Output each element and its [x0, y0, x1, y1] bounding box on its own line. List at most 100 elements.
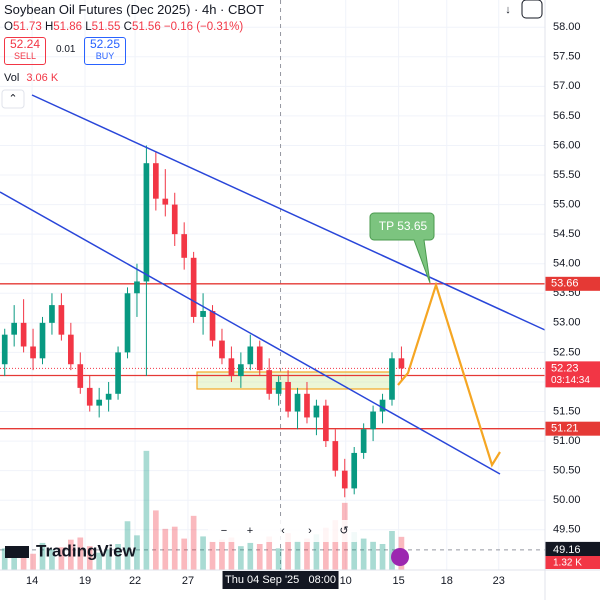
down-icon[interactable]: ↓	[505, 4, 511, 16]
crosshair-time-label: Thu 04 Sep '25 08:00	[225, 574, 336, 586]
candle-body	[200, 311, 206, 317]
candle-body	[266, 370, 273, 394]
zoom-out[interactable]: −	[221, 525, 227, 537]
x-tick-label: 19	[79, 575, 91, 587]
candle-body	[238, 364, 244, 377]
y-tick-label: 58.00	[553, 21, 581, 33]
y-tick-label: 50.00	[553, 494, 581, 506]
volume-tag	[545, 556, 600, 569]
trend-line	[31, 94, 546, 331]
scroll-right[interactable]: ›	[308, 525, 312, 537]
maximize-button[interactable]	[521, 0, 543, 19]
tp-callout	[369, 212, 435, 284]
volume-bar	[389, 531, 395, 570]
current-price-tag	[545, 361, 600, 388]
candle-body	[341, 470, 348, 489]
volume-bar	[285, 533, 291, 570]
y-tick-label: 52.50	[553, 346, 581, 358]
volume-bar	[247, 542, 254, 570]
candle-body	[49, 305, 55, 323]
volume-bar	[190, 515, 197, 570]
sell-label: SELL	[13, 51, 37, 61]
change: −0.16 (−0.31%)	[163, 21, 244, 33]
candle-body	[389, 358, 395, 400]
vol-value: 3.06 K	[26, 72, 59, 84]
buy-label: BUY	[95, 51, 115, 61]
volume-bar	[275, 548, 282, 570]
candle-body	[96, 399, 103, 406]
candle-body	[134, 281, 140, 294]
volume-bar	[134, 535, 140, 570]
volume-bar	[323, 527, 329, 570]
candle-body	[143, 163, 150, 282]
candle-body	[190, 257, 197, 317]
x-tick-label: 23	[493, 575, 505, 587]
candle-body	[77, 364, 84, 388]
candle-body	[219, 340, 225, 359]
candle-body	[162, 198, 169, 205]
volume-bar	[124, 521, 131, 570]
collapse-icon: ⌃	[8, 93, 17, 105]
h-label: H	[44, 21, 54, 33]
crosshair-price-label: 49.16	[553, 544, 581, 556]
volume-bar	[68, 539, 74, 570]
volume-bar	[219, 539, 225, 570]
c-label: C	[123, 21, 132, 33]
volume-bar	[39, 542, 46, 570]
x-tick-label: 15	[392, 575, 404, 587]
trend-line	[0, 191, 501, 475]
level-tag	[545, 276, 600, 291]
scroll-left[interactable]: ‹	[281, 525, 285, 537]
volume-bar	[370, 541, 376, 570]
x-tick-label: 22	[129, 575, 141, 587]
y-tick-label: 53.00	[553, 317, 581, 329]
volume-bar	[153, 510, 159, 570]
projection-path	[397, 281, 501, 468]
candle-body	[398, 358, 405, 369]
candle-body	[370, 411, 376, 430]
logo: TradingView	[36, 541, 137, 560]
volume-bar	[200, 536, 206, 570]
y-tick-label: 56.00	[553, 139, 581, 151]
candle-body	[86, 387, 93, 406]
l-label: L	[85, 21, 92, 33]
candle-body	[181, 234, 188, 258]
y-tick-label: 54.50	[553, 228, 581, 240]
volume-bar	[86, 546, 93, 570]
volume-bar	[96, 552, 103, 570]
volume-bar	[143, 450, 150, 570]
x-tick-label: 27	[182, 575, 194, 587]
toolbar-bg	[208, 520, 360, 542]
countdown: 03:14:34	[551, 375, 590, 386]
volume-bar	[11, 550, 18, 570]
sell-button[interactable]: 52.24 SELL	[4, 37, 46, 65]
candle-body	[68, 334, 74, 365]
x-tick-label: 18	[441, 575, 453, 587]
candle-body	[323, 405, 329, 442]
y-tick-label: 54.00	[553, 258, 581, 270]
zoom-in[interactable]: +	[247, 525, 253, 537]
candle-body	[153, 163, 159, 199]
y-tick-label: 55.00	[553, 198, 581, 210]
buy-button[interactable]: 52.25 BUY	[84, 37, 126, 65]
reset[interactable]: ↺	[339, 525, 348, 537]
candle-body	[228, 358, 235, 377]
volume-bar	[360, 538, 367, 570]
event-icon[interactable]	[391, 548, 409, 566]
candle-body	[247, 346, 254, 365]
candle-body	[11, 322, 18, 335]
volume-bar	[181, 538, 188, 570]
volume-bar	[162, 528, 169, 570]
volume-bar	[115, 544, 121, 570]
y-tick-label: 56.50	[553, 110, 581, 122]
logo-mark	[5, 546, 29, 558]
toolbar: − + ‹ › ↺	[208, 520, 360, 542]
crosshair-time-tag	[222, 571, 339, 589]
y-tick-label: 50.50	[553, 465, 581, 477]
candle-body	[171, 204, 178, 235]
volume-bar	[256, 544, 263, 570]
collapse-button[interactable]	[1, 89, 25, 109]
candle-body	[332, 441, 339, 471]
